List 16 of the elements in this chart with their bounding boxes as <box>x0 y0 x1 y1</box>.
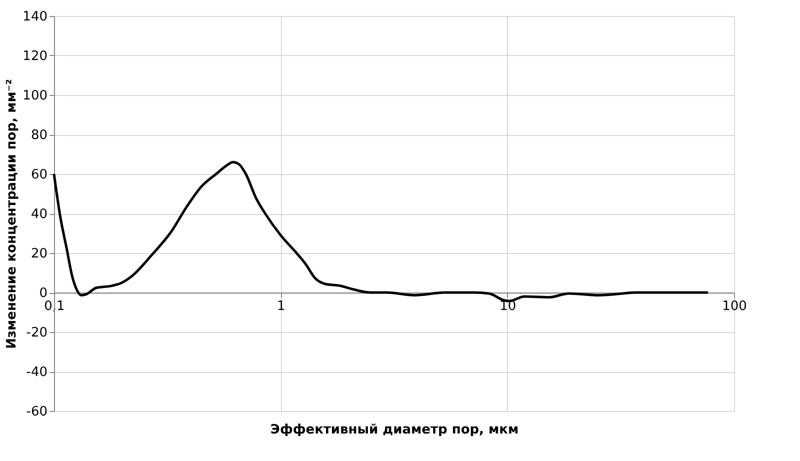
y-tick-label: 120 <box>22 49 48 64</box>
y-tick-label: 40 <box>30 207 48 222</box>
x-axis-title: Эффективный диаметр пор, мкм <box>270 422 519 438</box>
x-tick-label: 100 <box>722 299 747 314</box>
y-tick-label: 0 <box>39 286 48 301</box>
y-tick-label: 60 <box>30 168 48 182</box>
y-axis-title: Изменение концентрации пор, мм⁻² <box>4 79 20 349</box>
x-tick-label: 1 <box>277 299 286 314</box>
x-tick-label: 0,1 <box>44 299 65 314</box>
y-tick-label: -40 <box>26 365 48 380</box>
y-tick-label: 140 <box>22 10 48 24</box>
y-tick-label: -60 <box>26 404 48 420</box>
y-tick-label: -20 <box>26 326 48 340</box>
y-tick-label: 100 <box>22 88 48 104</box>
y-tick-label: 80 <box>30 128 48 143</box>
y-tick-label: 20 <box>30 246 48 262</box>
